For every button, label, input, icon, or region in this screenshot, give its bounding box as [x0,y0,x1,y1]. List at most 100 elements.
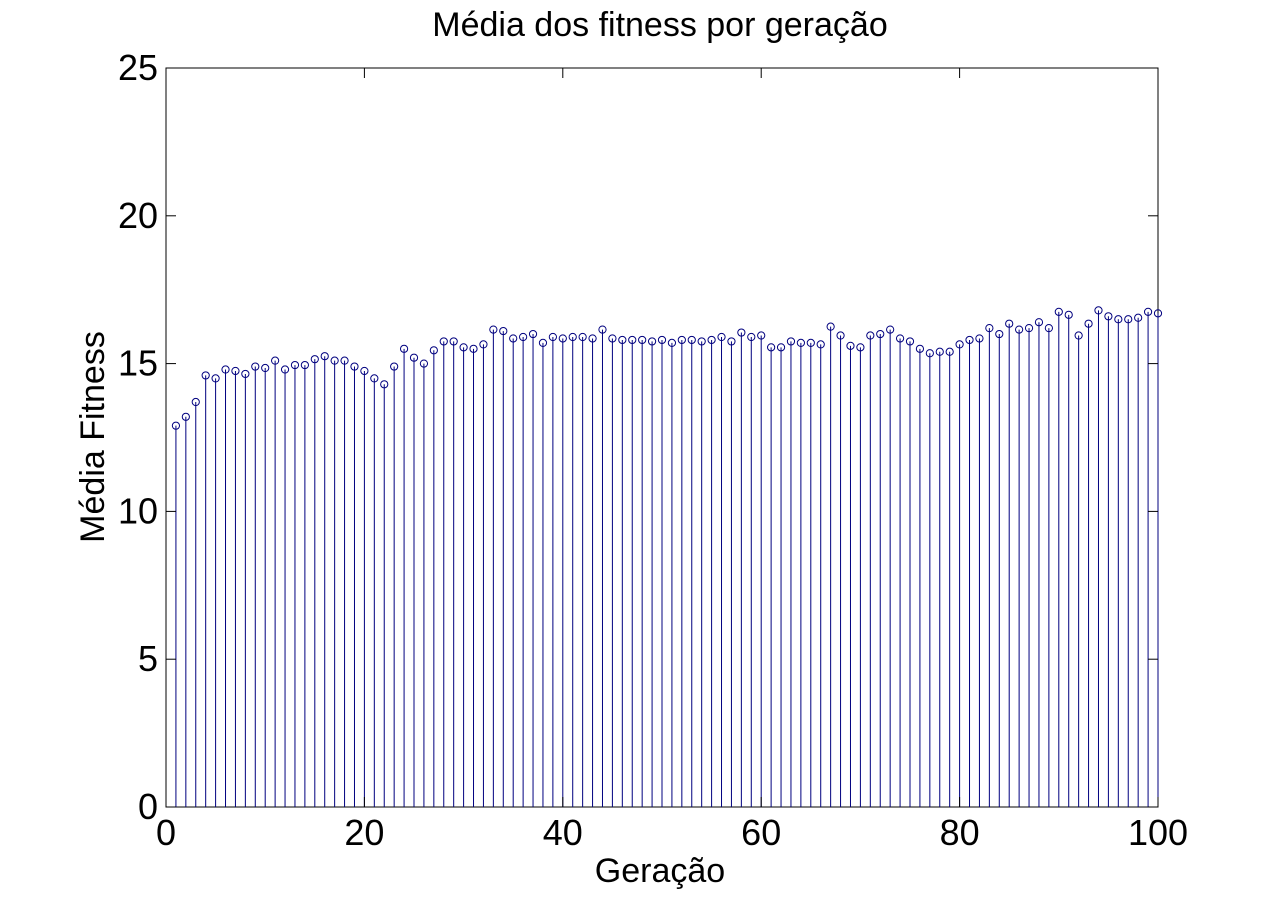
stem-marker [588,334,597,343]
y-tick-label: 0 [138,786,158,827]
y-tick-label: 10 [118,490,158,531]
stem-marker [985,324,994,333]
x-axis-ticks: 0 20 40 60 80 100 [156,68,1188,853]
x-tick-label: 0 [156,812,176,853]
stem-marker [181,412,190,421]
stem-marker [1064,310,1073,319]
stem-marker [340,356,349,365]
stem-marker [578,332,587,342]
stem-marker [826,322,835,331]
stem-marker [300,360,309,370]
stem-marker [975,334,984,343]
stem-marker [320,352,329,361]
y-tick-label: 5 [138,638,158,679]
stem-marker [241,369,250,379]
stem-marker [628,335,637,345]
stem-marker [1104,312,1113,321]
stem-marker [846,341,855,350]
stem-marker [638,335,647,345]
stem-marker [786,337,796,346]
stem-marker [776,343,786,352]
stem-marker [657,335,667,345]
stem-marker [469,344,478,353]
stem-marker [489,325,498,334]
y-axis-label: Média Fitness [74,331,112,543]
stem-marker [1124,315,1133,324]
stem-marker [261,363,270,373]
stem-marker [677,335,686,345]
x-tick-label: 80 [940,812,980,853]
stem-marker [479,340,488,349]
stem-marker [816,340,825,349]
stem-marker [1134,313,1143,322]
stem-marker [439,337,448,346]
stem-marker [509,334,518,343]
x-tick-label: 60 [741,812,781,853]
x-tick-label: 20 [344,812,384,853]
stem-marker [727,337,736,346]
stem-marker [866,331,875,340]
stem-marker [1024,324,1034,333]
stem-marker [955,340,964,349]
stem-marker [598,325,607,334]
stem-marker [618,335,627,345]
stem-marker [558,334,567,343]
stem-marker [895,334,905,343]
stem-marker [449,337,458,346]
stem-marker [757,331,766,340]
stem-marker [211,374,220,383]
x-tick-label: 100 [1128,812,1188,853]
stem-marker [459,343,468,352]
stem-marker [191,397,200,407]
stem-marker [1114,315,1123,324]
stem-marker [171,421,181,430]
stem-marker [1153,309,1163,318]
stem-marker [399,344,409,353]
stem-marker [925,349,934,358]
stem-marker [697,337,706,346]
stem-marker [608,334,617,343]
stem-marker [687,335,696,345]
stem-marker [519,332,528,342]
stem-marker [707,335,716,345]
stem-marker [310,355,319,364]
y-tick-label: 15 [118,343,158,384]
stem-marker [806,338,815,348]
stem-marker [647,337,657,346]
stem-marker [667,338,677,348]
stem-marker [767,343,776,352]
stem-marker [1015,325,1024,334]
stem-marker [390,362,399,371]
stem-marker [1005,319,1014,328]
stem-marker [915,344,925,353]
stem-marker [231,366,240,376]
stem-marker [419,359,429,368]
stem-marker [747,332,756,342]
stem-marker [856,343,865,352]
stem-marker [1094,306,1103,315]
stem-marker [201,371,210,380]
stem-marker [409,353,419,362]
stem-marker [330,356,339,365]
stem-marker [965,335,974,345]
stem-marker [876,329,885,339]
x-axis-label: Geração [595,852,725,890]
y-axis-ticks: 0 5 10 15 20 25 [118,47,1158,827]
stem-marker [538,338,548,348]
stem-marker [350,362,359,371]
stem-marker [1084,319,1093,328]
chart-title: Média dos fitness por geração [432,6,887,44]
stem-marker [499,326,508,336]
stem-marker [429,346,438,355]
stem-marker [548,332,557,342]
stem-marker [528,329,538,339]
stem-marker [1143,307,1153,316]
stem-series [171,306,1163,807]
y-tick-label: 20 [118,195,158,236]
stem-marker [1074,331,1083,340]
stem-marker [271,356,280,365]
stem-marker [737,328,746,337]
stem-marker [836,331,845,340]
stem-marker [1034,318,1044,327]
